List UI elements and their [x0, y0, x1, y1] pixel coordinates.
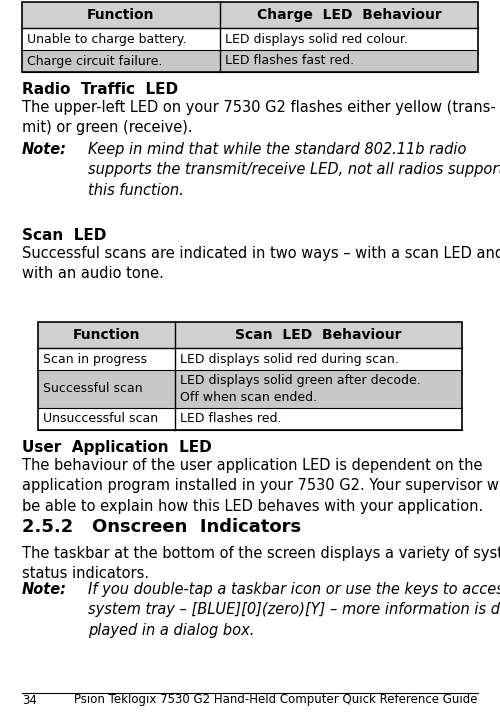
Text: The taskbar at the bottom of the screen displays a variety of system
status indi: The taskbar at the bottom of the screen … [22, 546, 500, 581]
Text: Successful scans are indicated in two ways – with a scan LED and
with an audio t: Successful scans are indicated in two wa… [22, 246, 500, 281]
Text: Note:: Note: [22, 582, 67, 597]
Bar [38, 408, 462, 430]
Text: Keep in mind that while the standard 802.11b radio
supports the transmit/receive: Keep in mind that while the standard 802… [88, 142, 500, 198]
Text: User  Application  LED: User Application LED [22, 440, 212, 455]
Bar [38, 348, 462, 370]
Text: Note:: Note: [22, 142, 67, 157]
Text: LED flashes red.: LED flashes red. [180, 412, 282, 425]
Text: Scan in progress: Scan in progress [43, 352, 147, 365]
Text: LED displays solid red during scan.: LED displays solid red during scan. [180, 352, 399, 365]
Text: Function: Function [88, 8, 155, 22]
Text: Radio  Traffic  LED: Radio Traffic LED [22, 82, 178, 97]
Bar [38, 322, 462, 348]
Text: Scan  LED  Behaviour: Scan LED Behaviour [236, 328, 402, 342]
Text: Charge  LED  Behaviour: Charge LED Behaviour [256, 8, 442, 22]
Text: The upper-left LED on your 7530 G2 flashes either yellow (trans-
mit) or green (: The upper-left LED on your 7530 G2 flash… [22, 100, 496, 135]
Bar [22, 50, 478, 72]
Bar [22, 2, 478, 72]
Text: Successful scan: Successful scan [43, 382, 142, 395]
Bar [38, 370, 462, 408]
Text: 34: 34 [22, 694, 37, 707]
Text: Unable to charge battery.: Unable to charge battery. [27, 32, 186, 46]
Bar [22, 28, 478, 50]
Text: Charge circuit failure.: Charge circuit failure. [27, 54, 162, 67]
Text: Function: Function [73, 328, 140, 342]
Text: Unsuccessful scan: Unsuccessful scan [43, 412, 158, 425]
Text: The behaviour of the user application LED is dependent on the
application progra: The behaviour of the user application LE… [22, 458, 500, 514]
Bar [22, 2, 478, 28]
Text: LED flashes fast red.: LED flashes fast red. [225, 54, 354, 67]
Text: Scan  LED: Scan LED [22, 228, 106, 243]
Bar [38, 322, 462, 430]
Text: Psion Teklogix 7530 G2 Hand-Held Computer Quick Reference Guide: Psion Teklogix 7530 G2 Hand-Held Compute… [74, 694, 478, 707]
Text: LED displays solid red colour.: LED displays solid red colour. [225, 32, 408, 46]
Text: If you double-tap a taskbar icon or use the keys to access the
system tray – [BL: If you double-tap a taskbar icon or use … [88, 582, 500, 638]
Text: LED displays solid green after decode.
Off when scan ended.: LED displays solid green after decode. O… [180, 374, 421, 404]
Text: 2.5.2   Onscreen  Indicators: 2.5.2 Onscreen Indicators [22, 518, 301, 536]
